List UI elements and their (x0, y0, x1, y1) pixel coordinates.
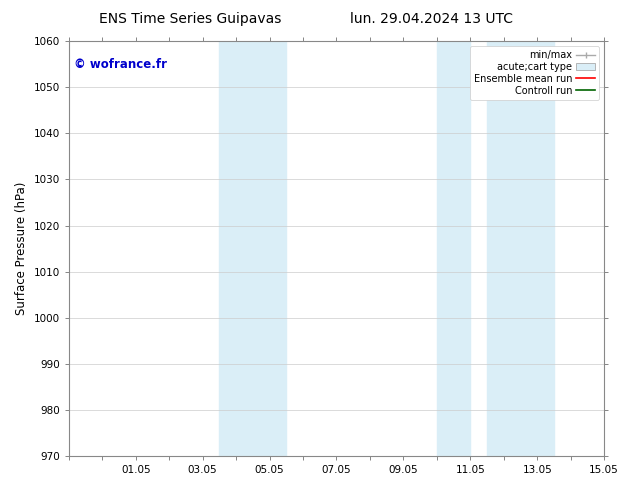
Bar (253, 41, 287, 456)
Text: lun. 29.04.2024 13 UTC: lun. 29.04.2024 13 UTC (349, 12, 513, 26)
Text: © wofrance.fr: © wofrance.fr (74, 58, 167, 71)
Bar (437, 41, 470, 456)
Legend: min/max, acute;cart type, Ensemble mean run, Controll run: min/max, acute;cart type, Ensemble mean … (470, 46, 599, 99)
Y-axis label: Surface Pressure (hPa): Surface Pressure (hPa) (15, 182, 28, 315)
Text: ENS Time Series Guipavas: ENS Time Series Guipavas (99, 12, 281, 26)
Bar (219, 41, 253, 456)
Bar (487, 41, 554, 456)
